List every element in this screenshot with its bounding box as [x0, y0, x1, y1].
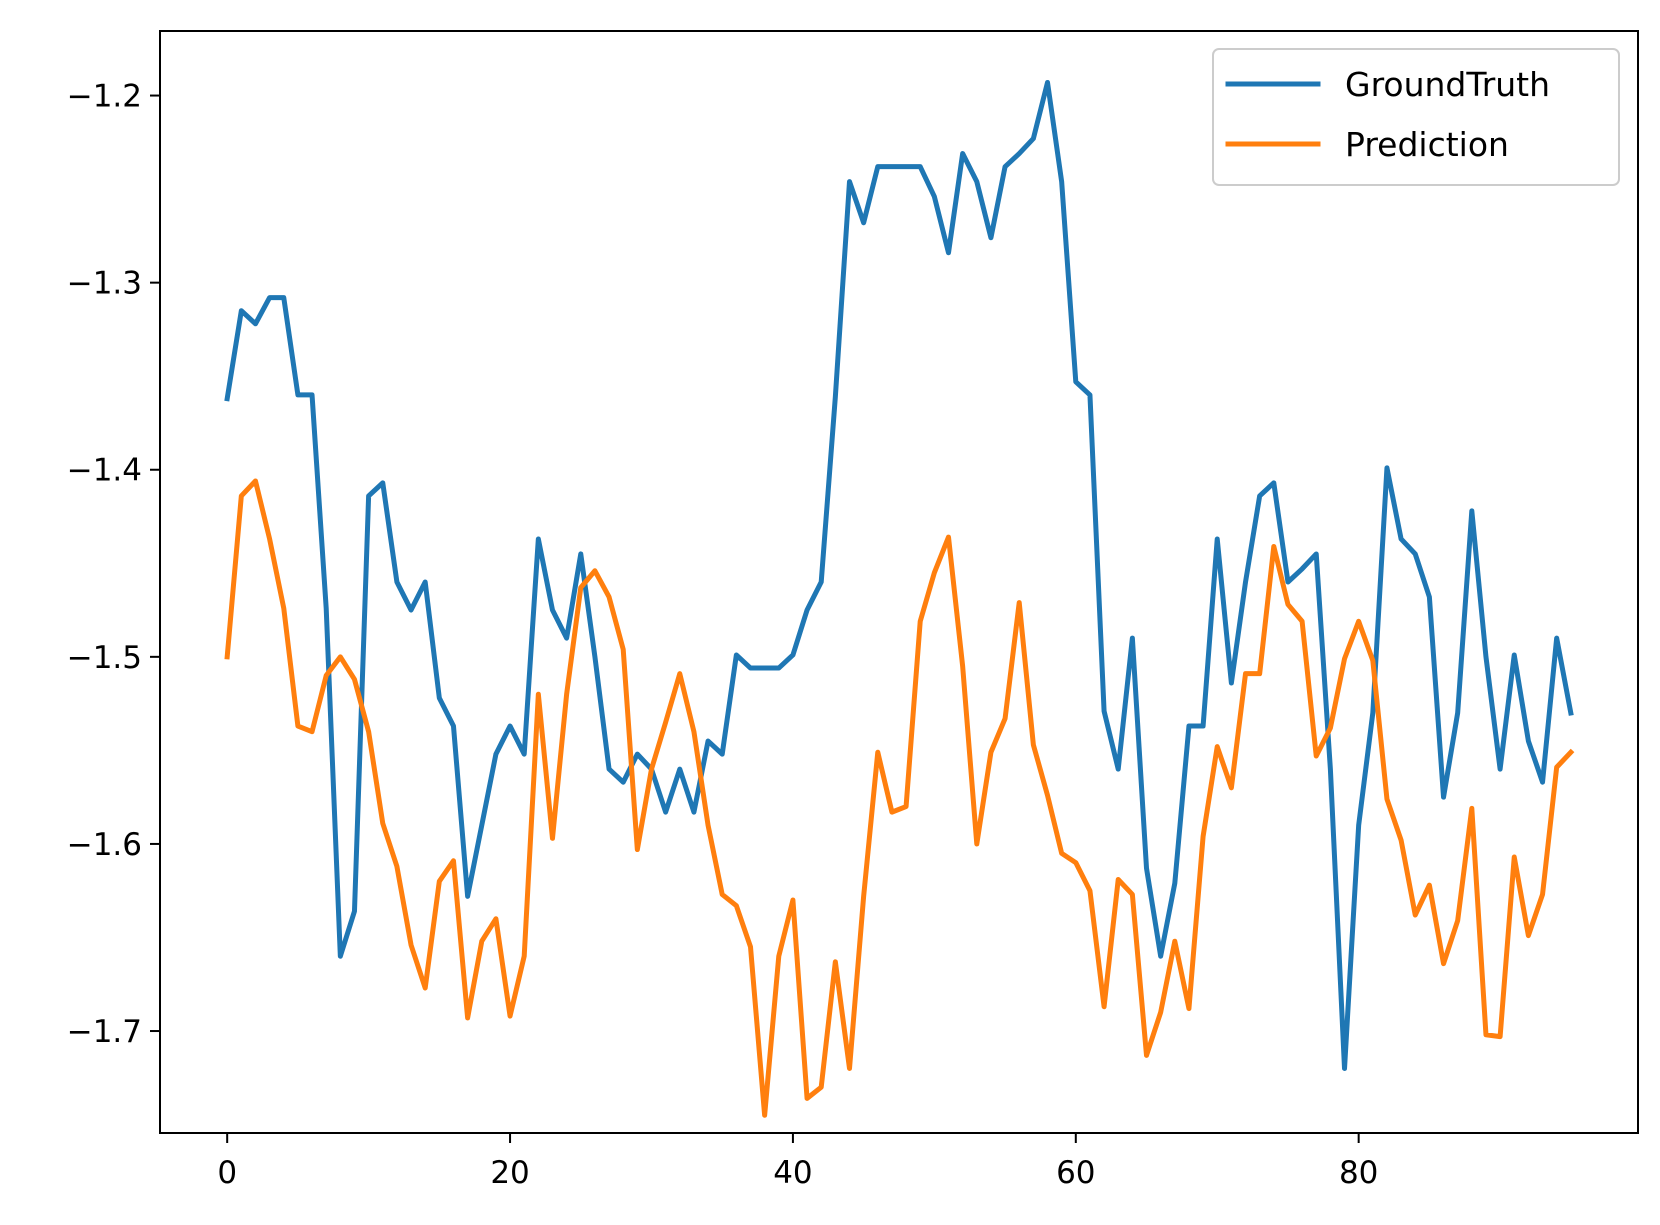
x-axis: 0 20 40 60 80: [217, 1133, 1378, 1191]
y-tick-label: −1.3: [67, 266, 142, 302]
x-tick-label: 60: [1056, 1155, 1095, 1191]
series-line-prediction: [224, 478, 1575, 1118]
series-layer: [224, 79, 1575, 1118]
series-points-groundtruth: [227, 82, 1571, 1069]
legend: GroundTruth Prediction: [1212, 48, 1620, 186]
legend-label-groundtruth: GroundTruth: [1345, 65, 1550, 104]
y-tick-label: −1.6: [67, 827, 142, 863]
y-tick-label: −1.5: [67, 640, 142, 676]
y-tick-label: −1.4: [67, 453, 142, 489]
y-tick-label: −1.7: [67, 1014, 142, 1050]
x-tick-label: 40: [773, 1155, 812, 1191]
y-tick-label: −1.2: [67, 79, 142, 115]
x-tick-label: 20: [490, 1155, 529, 1191]
x-tick-label: 0: [217, 1155, 237, 1191]
plot-frame: [159, 30, 1639, 1134]
series-line-groundtruth: [224, 79, 1574, 1071]
series-points-prediction: [227, 480, 1571, 1116]
legend-label-prediction: Prediction: [1345, 125, 1509, 164]
x-tick-label: 80: [1339, 1155, 1378, 1191]
y-axis: −1.2 −1.3 −1.4 −1.5 −1.6 −1.7: [67, 79, 160, 1050]
